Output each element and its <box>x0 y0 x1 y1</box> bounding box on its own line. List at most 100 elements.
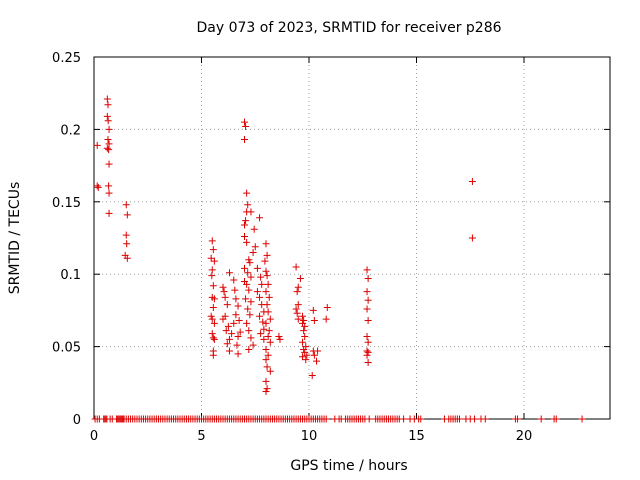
data-point <box>245 327 253 335</box>
data-point <box>242 123 250 131</box>
data-points <box>91 95 586 423</box>
data-point <box>264 332 272 340</box>
data-point <box>232 295 240 303</box>
data-point <box>210 295 218 303</box>
data-point <box>209 282 217 290</box>
data-point <box>263 363 271 371</box>
data-point <box>363 266 371 274</box>
data-point <box>292 305 300 313</box>
data-point <box>253 288 261 296</box>
data-point <box>364 317 372 325</box>
data-point <box>242 217 250 225</box>
data-point <box>552 415 560 423</box>
data-point <box>243 280 251 288</box>
data-point <box>105 160 113 168</box>
data-point <box>262 267 270 275</box>
data-point <box>104 117 112 125</box>
data-point <box>296 275 304 283</box>
data-point <box>259 318 267 326</box>
data-point <box>303 351 311 359</box>
data-point <box>225 347 233 355</box>
data-point <box>301 332 309 340</box>
data-point <box>241 136 248 144</box>
data-point <box>299 312 307 320</box>
data-point <box>209 351 217 359</box>
data-point <box>264 351 272 359</box>
data-point <box>208 272 216 280</box>
y-tick-label: 0.25 <box>52 51 81 66</box>
data-point <box>209 304 217 312</box>
data-point <box>241 233 248 241</box>
data-point <box>363 288 371 296</box>
data-point <box>247 208 255 216</box>
y-tick-label: 0.05 <box>52 341 81 356</box>
data-point <box>244 305 252 313</box>
grid <box>94 57 610 419</box>
data-point <box>300 317 308 325</box>
data-point <box>245 345 253 353</box>
data-point <box>299 353 307 361</box>
data-point <box>210 335 218 343</box>
data-point <box>300 345 308 353</box>
x-tick-label: 20 <box>516 429 533 444</box>
x-tick-labels: 0 5 10 15 20 <box>90 429 532 444</box>
data-point <box>122 231 130 239</box>
data-point <box>230 276 238 284</box>
data-point <box>323 304 331 312</box>
data-point <box>300 327 308 335</box>
y-tick-labels: 0 0.05 0.1 0.15 0.2 0.25 <box>52 51 81 428</box>
data-point <box>225 335 233 343</box>
data-point <box>208 330 216 338</box>
data-point <box>294 301 302 309</box>
data-point <box>236 328 244 336</box>
data-point <box>123 254 131 262</box>
x-tick-label: 15 <box>408 429 425 444</box>
data-point <box>232 311 240 319</box>
data-point <box>105 209 113 217</box>
data-point <box>364 359 372 367</box>
chart-title: Day 073 of 2023, SRMTID for receiver p28… <box>196 20 501 36</box>
data-point <box>241 264 248 272</box>
data-point <box>234 332 242 340</box>
data-point <box>264 280 272 288</box>
data-point <box>231 286 239 294</box>
data-point <box>265 327 273 335</box>
data-point <box>537 415 545 423</box>
data-point <box>364 338 372 346</box>
data-point <box>364 296 372 304</box>
data-point <box>210 319 218 327</box>
data-point <box>293 309 301 317</box>
data-point <box>253 264 261 272</box>
data-point <box>104 101 112 109</box>
y-tick-label: 0.2 <box>60 123 81 138</box>
data-point <box>222 327 230 335</box>
y-tick-label: 0.1 <box>60 268 81 283</box>
data-point <box>456 415 463 423</box>
data-point <box>263 272 271 280</box>
data-point <box>276 335 284 343</box>
data-point <box>578 415 586 423</box>
data-point <box>301 322 309 330</box>
data-point <box>249 341 257 349</box>
data-point <box>122 201 130 209</box>
data-point <box>257 273 265 281</box>
x-tick-label: 0 <box>90 429 98 444</box>
data-point <box>219 315 227 323</box>
data-point <box>93 182 101 190</box>
data-point <box>256 293 264 301</box>
data-point <box>246 311 254 319</box>
data-point <box>262 387 270 395</box>
data-point <box>257 330 265 338</box>
data-point <box>223 340 231 348</box>
data-point <box>230 319 238 327</box>
data-point <box>247 273 255 281</box>
data-point <box>235 317 243 325</box>
data-point <box>209 334 217 342</box>
data-point <box>103 95 111 103</box>
data-point <box>223 301 231 309</box>
data-point <box>302 356 310 364</box>
data-point <box>468 178 476 186</box>
data-point <box>209 246 217 254</box>
data-point <box>241 221 248 229</box>
